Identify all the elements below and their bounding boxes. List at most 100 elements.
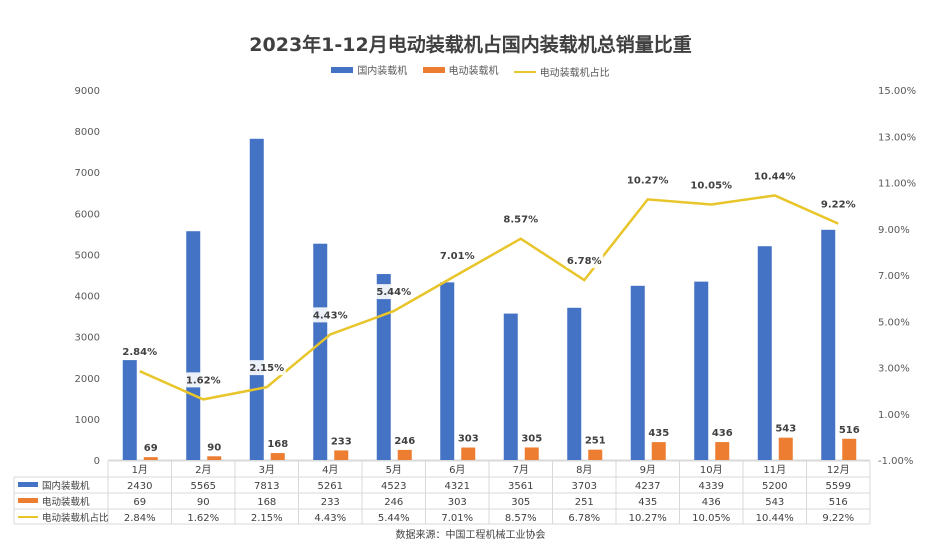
left-axis-tick: 8000 — [75, 127, 100, 138]
table-cell: 2430 — [127, 481, 152, 492]
legend: 国内装载机 电动装载机 电动装载机占比 — [0, 62, 941, 79]
table-cell: 8.57% — [505, 513, 537, 524]
legend-item-electric: 电动装载机 — [422, 62, 499, 77]
category-label: 3月 — [259, 464, 275, 476]
table-cell: 69 — [133, 497, 146, 508]
ratio-line — [139, 194, 839, 401]
legend-label: 电动装载机占比 — [539, 68, 610, 79]
ratio-label: 10.27% — [627, 175, 669, 186]
chart-title: 2023年1-12月电动装载机占国内装载机总销量比重 — [249, 34, 692, 56]
bar-electric — [588, 449, 603, 460]
category-label: 6月 — [449, 464, 465, 476]
bar-electric-label: 516 — [839, 425, 860, 436]
bar-domestic — [630, 285, 645, 460]
table-cell: 4339 — [699, 481, 724, 492]
ratio-label-bg — [565, 253, 604, 269]
bar-electric-label: 436 — [712, 428, 733, 439]
ratio-label-bg — [438, 247, 477, 263]
table-cell: 3561 — [508, 481, 533, 492]
right-axis-tick: 1.00% — [878, 410, 910, 421]
bar-electric-label: 305 — [521, 433, 542, 444]
category-label: 10月 — [700, 464, 723, 476]
data-source: 数据来源：中国工程机械工业协会 — [395, 530, 546, 541]
table-legend-swatch — [18, 482, 38, 487]
bar-domestic — [567, 307, 582, 460]
ratio-label: 1.62% — [186, 375, 221, 386]
table-cell: 233 — [321, 497, 340, 508]
ratio-label-bg — [689, 177, 734, 193]
bar-electric-label: 435 — [648, 428, 669, 439]
bar-electric-label: 303 — [458, 434, 479, 445]
table-cell: 10.27% — [629, 513, 667, 524]
bar-electric — [334, 450, 349, 460]
left-axis-tick: 3000 — [75, 333, 100, 344]
ratio-label: 8.57% — [503, 215, 538, 226]
bar-domestic — [757, 246, 772, 460]
table-cell: 10.05% — [692, 513, 730, 524]
ratio-label: 2.15% — [249, 363, 284, 374]
ratio-label-bg — [374, 284, 413, 300]
bar-electric — [207, 456, 222, 460]
bar-electric-label: 246 — [394, 436, 415, 447]
right-axis-tick: 11.00% — [878, 179, 916, 190]
right-axis-tick: 15.00% — [878, 86, 916, 97]
right-axis-tick: 13.00% — [878, 132, 916, 143]
bar-electric — [715, 442, 730, 460]
left-axis-tick: 9000 — [75, 86, 100, 97]
bar-domestic — [249, 138, 264, 460]
ratio-label: 2.84% — [122, 347, 157, 358]
bar-electric — [842, 438, 857, 460]
category-label: 2月 — [195, 464, 211, 476]
table-cell: 168 — [257, 497, 276, 508]
table-legend-swatch — [18, 498, 38, 503]
ratio-label: 7.01% — [440, 251, 475, 262]
bar-electric-label: 90 — [207, 442, 221, 453]
table-cell: 251 — [575, 497, 594, 508]
right-axis-tick: 9.00% — [878, 225, 910, 236]
category-label: 9月 — [640, 464, 656, 476]
table-legend-swatch — [18, 516, 38, 518]
bar-domestic — [503, 313, 518, 460]
category-label: 11月 — [763, 464, 786, 476]
legend-label: 电动装载机 — [448, 66, 499, 77]
right-axis-tick: -1.00% — [878, 456, 913, 467]
ratio-label-bg — [247, 360, 286, 376]
bar-electric — [270, 453, 285, 460]
table-cell: 436 — [702, 497, 721, 508]
table-row-label: 电动装载机 — [42, 496, 90, 508]
bar-domestic — [821, 229, 836, 460]
bar-electric — [397, 449, 412, 460]
bar-electric-label: 69 — [144, 443, 158, 454]
bar-domestic — [376, 274, 391, 460]
bar-electric — [143, 457, 158, 460]
table-cell: 303 — [448, 497, 467, 508]
table-cell: 5565 — [191, 481, 216, 492]
table-cell: 543 — [765, 497, 784, 508]
ratio-label: 6.78% — [567, 256, 602, 267]
ratio-label: 10.05% — [690, 180, 732, 191]
ratio-label-bg — [625, 172, 670, 188]
bar-electric-label: 233 — [331, 436, 352, 447]
table-cell: 7.01% — [441, 513, 473, 524]
ratio-label: 4.43% — [313, 310, 348, 321]
ratio-label: 9.22% — [821, 200, 856, 211]
ratio-label: 10.44% — [754, 171, 796, 182]
table-cell: 9.22% — [822, 513, 854, 524]
ratio-label-bg — [752, 168, 797, 184]
ratio-label-bg — [184, 372, 223, 388]
left-axis-tick: 6000 — [75, 209, 100, 220]
table-cell: 246 — [384, 497, 403, 508]
right-axis-tick: 5.00% — [878, 317, 910, 328]
legend-label: 国内装载机 — [357, 66, 408, 77]
bar-domestic — [122, 360, 137, 460]
category-label: 4月 — [322, 464, 338, 476]
table-cell: 516 — [829, 497, 848, 508]
table-cell: 6.78% — [568, 513, 600, 524]
table-cell: 4237 — [635, 481, 660, 492]
table-cell: 7813 — [254, 481, 279, 492]
table-cell: 435 — [638, 497, 657, 508]
left-axis-tick: 5000 — [75, 250, 100, 261]
bar-domestic — [186, 231, 201, 460]
legend-item-ratio: 电动装载机占比 — [513, 64, 610, 79]
